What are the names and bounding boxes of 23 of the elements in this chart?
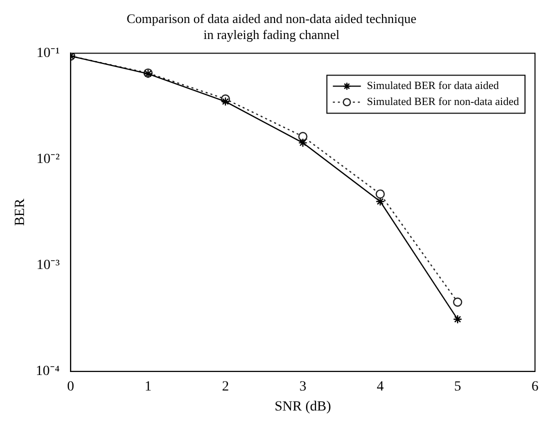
legend-label: Simulated BER for non-data aided [366, 96, 520, 108]
point [376, 196, 385, 206]
x-tick-label: 4 [376, 379, 384, 394]
point [220, 96, 230, 106]
point [453, 314, 462, 324]
y-tick-label: 10⁻¹ [36, 46, 60, 61]
point [298, 138, 308, 148]
x-tick-label: 5 [454, 379, 462, 394]
x-tick-label: 3 [299, 379, 306, 394]
chart-title: Comparison of data aided and non-data aided technique in rayleigh fading channel [126, 11, 417, 42]
y-axis-title: BER [13, 198, 28, 226]
y-tick-label: 10⁻² [36, 152, 60, 167]
y-tick-label: 10⁻³ [36, 258, 60, 274]
legend-label: Simulated BER for data aided [366, 80, 500, 92]
x-tick-label: 2 [222, 379, 229, 394]
x-axis-title: SNR (dB) [274, 399, 332, 414]
x-tick-label: 1 [144, 379, 152, 394]
point [453, 298, 462, 307]
y-tick-label: 10⁻⁴ [36, 364, 60, 380]
point [376, 189, 385, 199]
x-tick-label: 6 [532, 379, 538, 394]
point [298, 132, 308, 142]
x-tick-label: 0 [67, 379, 74, 394]
